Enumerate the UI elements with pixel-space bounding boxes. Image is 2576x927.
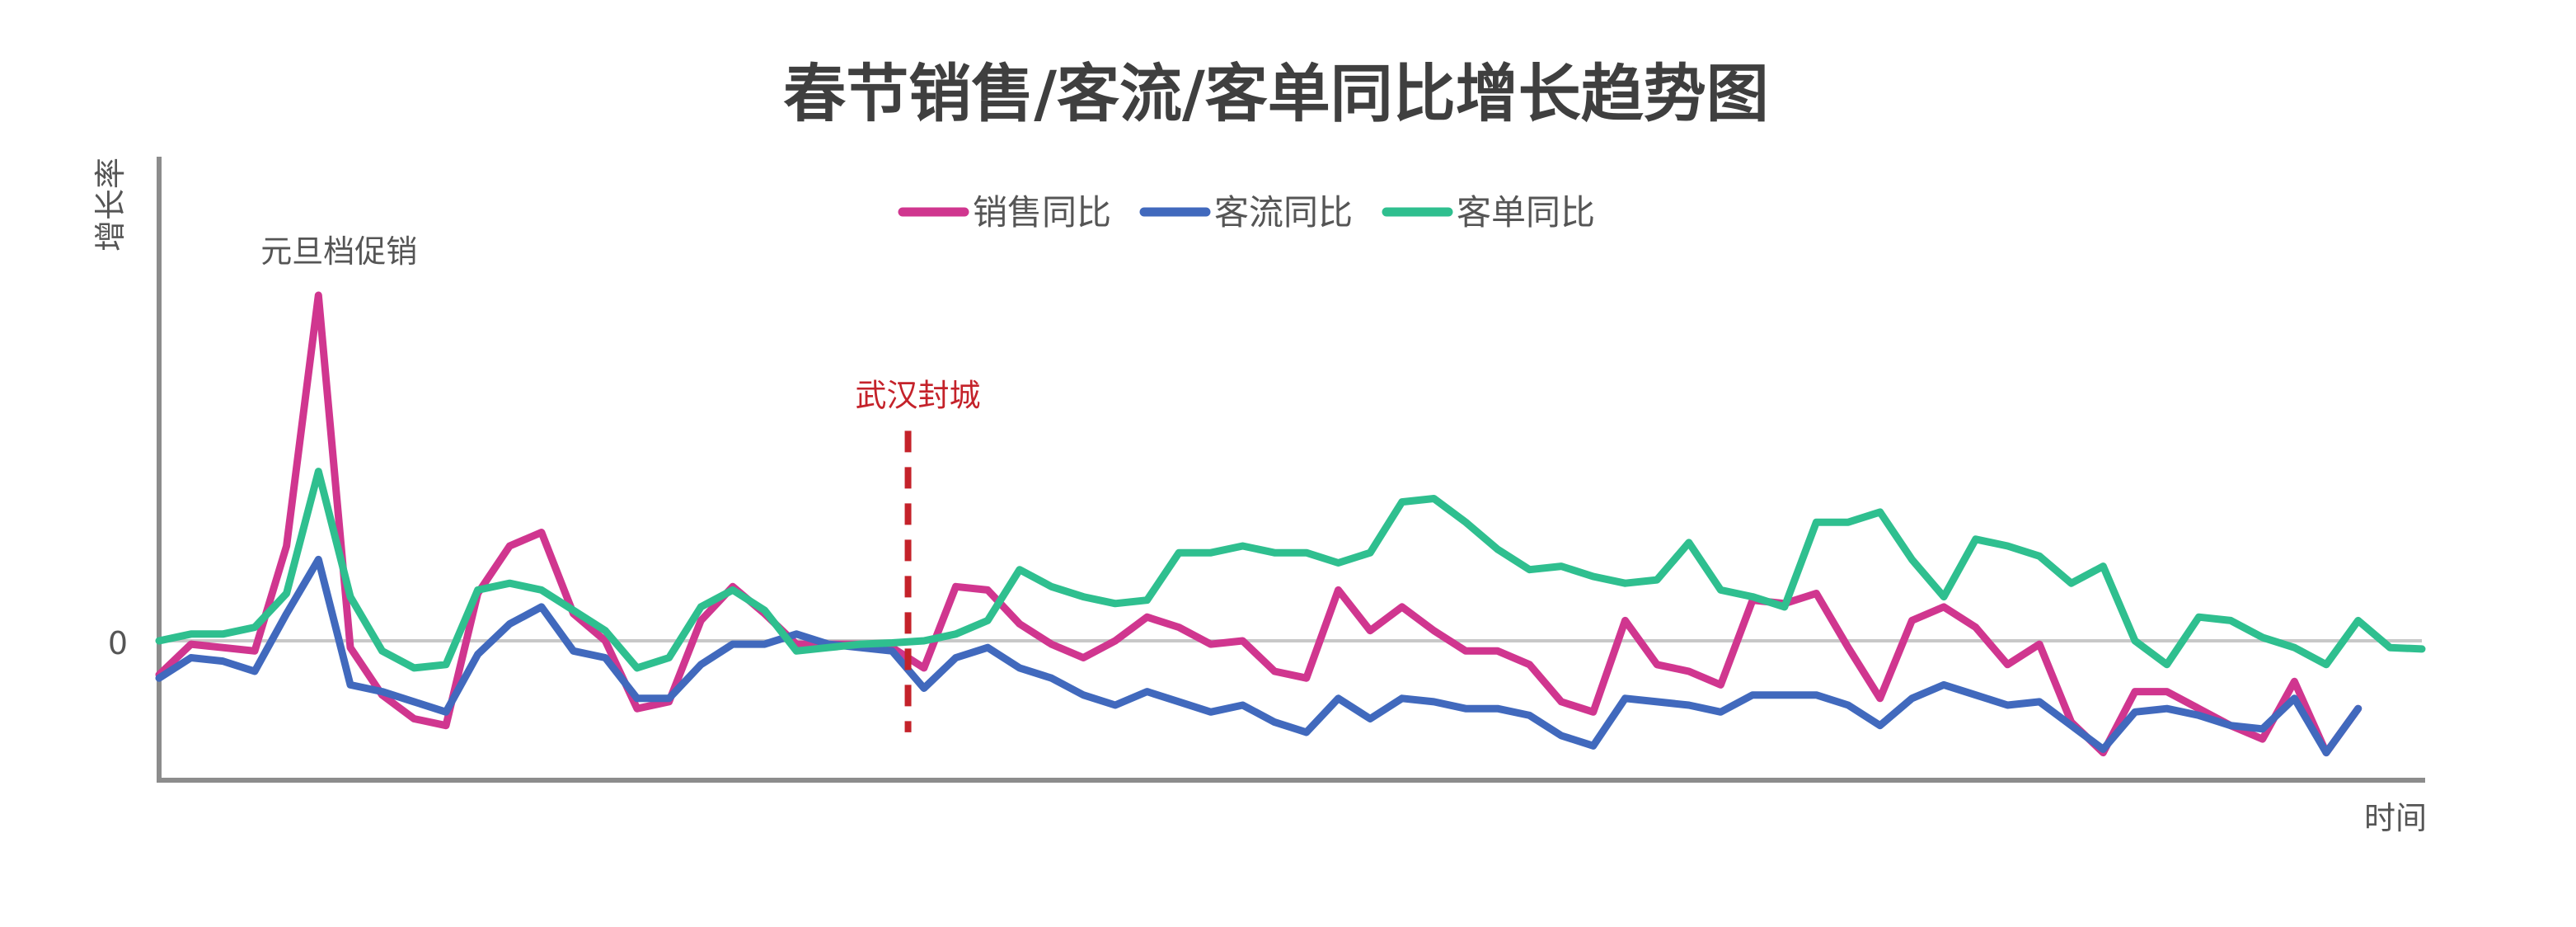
x-axis-label: 时间 xyxy=(2364,800,2427,836)
series-line-2 xyxy=(155,555,2363,757)
legend-label-1: 销售同比 xyxy=(973,192,1111,233)
y-axis: 增长率 0 xyxy=(92,157,162,782)
series-layer xyxy=(155,291,2426,757)
x-axis: 时间 xyxy=(157,778,2427,836)
legend-label-3: 客单同比 xyxy=(1457,192,1595,233)
legend: 销售同比 客流同比 客单同比 xyxy=(898,192,1595,233)
legend-label-2: 客流同比 xyxy=(1214,192,1353,233)
chart-title: 春节销售/客流/客单同比增长趋势图 xyxy=(783,57,1769,130)
annotation-promo-label: 元旦档促销 xyxy=(260,233,417,270)
y-tick-label: 0 xyxy=(108,625,128,661)
series-line-3 xyxy=(155,468,2426,672)
y-axis-label: 增长率 xyxy=(92,158,129,252)
series-line-1 xyxy=(155,291,2363,757)
lockdown-marker-label: 武汉封城 xyxy=(856,377,981,413)
